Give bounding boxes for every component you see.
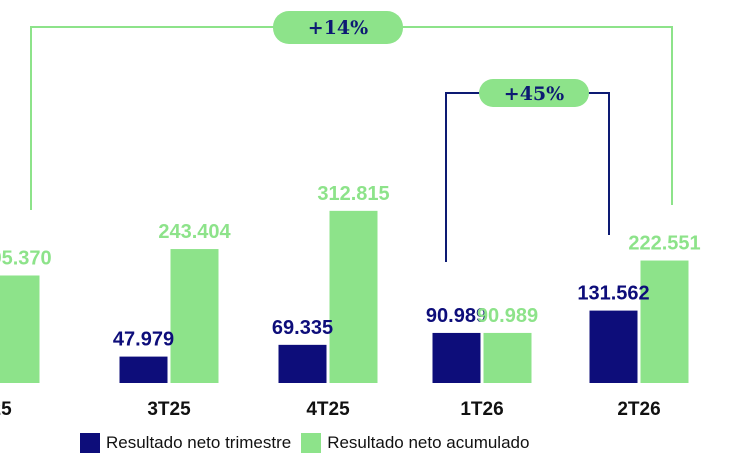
legend-label-trimestre: Resultado neto trimestre [106,433,292,452]
bar-acumulado-3t25 [170,249,219,383]
value-label-trimestre-3t25: 47.979 [113,329,174,351]
pill-14-pct [273,11,403,44]
value-label-acumulado-2t26: 222.551 [628,233,700,255]
bar-acumulado-2t25 [0,275,40,383]
value-label-acumulado-2t25: 195.370 [0,247,52,269]
value-label-trimestre-4t25: 69.335 [272,317,333,339]
category-labels-group: 2T25 3T25 4T25 1T26 2T26 [0,399,661,420]
legend: Resultado neto trimestre Resultado neto … [80,431,529,455]
category-label-1t26: 1T26 [460,399,503,420]
bracket-45-pct [445,92,610,262]
legend-item-trimestre: Resultado neto trimestre [80,433,291,453]
legend-swatch-acumulado [301,433,322,453]
legend-swatch-trimestre [80,433,100,453]
category-label-3t25: 3T25 [147,399,191,420]
value-label-trimestre-2t26: 131.562 [577,283,649,305]
category-label-2t26: 2T26 [617,399,660,420]
pill-label-45-pct: +45% [504,83,564,105]
annotations-group: +14% +45% [30,11,673,262]
value-label-acumulado-1t26: 90.989 [477,305,538,327]
pill-45-pct [479,79,589,107]
legend-item-acumulado: Resultado neto acumulado [301,433,529,453]
bars-group [0,210,689,383]
bar-acumulado-1t26 [483,332,532,383]
value-label-trimestre-1t26: 90.989 [426,305,487,327]
value-label-acumulado-3t25: 243.404 [158,221,231,243]
value-labels-group: 47.979 69.335 90.989 131.562 195.370 243.404 3… [0,183,701,351]
value-label-acumulado-4t25: 312.815 [317,183,389,205]
category-label-2t25: 2T25 [0,399,12,420]
legend-label-acumulado: Resultado neto acumulado [327,433,530,452]
bar-trimestre-3t25 [119,356,168,383]
bar-trimestre-4t25 [278,344,327,383]
bar-trimestre-1t26 [432,332,481,383]
bar-acumulado-4t25 [329,210,378,383]
category-label-4t25: 4T25 [306,399,350,420]
bar-trimestre-2t26 [589,310,638,383]
pill-label-14-pct: +14% [308,17,368,39]
bar-acumulado-2t26 [640,260,689,383]
